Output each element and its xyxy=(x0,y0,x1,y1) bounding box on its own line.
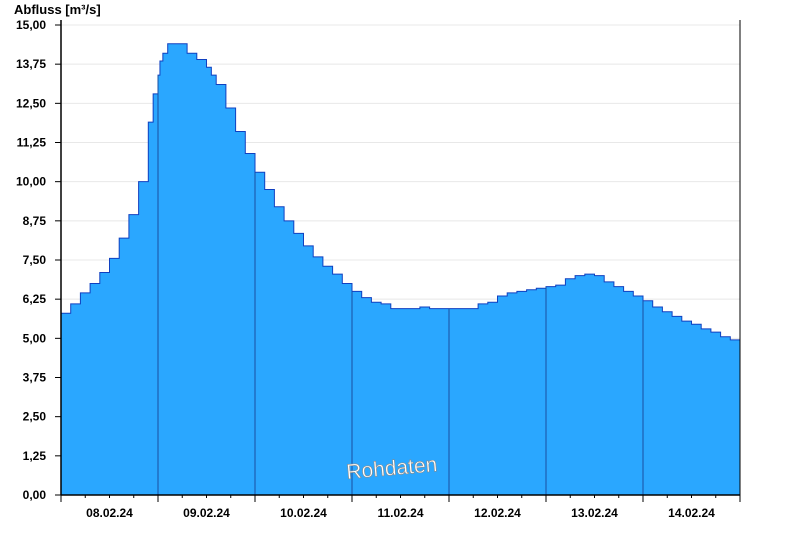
y-tick-label: 3,75 xyxy=(23,371,47,385)
x-tick-label: 11.02.24 xyxy=(377,506,423,520)
discharge-area-fill xyxy=(61,43,740,496)
y-tick-label: 1,25 xyxy=(23,449,47,463)
x-tick-label: 12.02.24 xyxy=(474,506,521,520)
discharge-line xyxy=(61,43,741,345)
day-separator-lines xyxy=(157,75,644,495)
y-tick-label: 13,75 xyxy=(16,57,46,71)
y-tick-label: 7,50 xyxy=(23,253,47,267)
x-tick-label: 10.02.24 xyxy=(280,506,327,520)
x-axis-ticks: 08.02.24 09.02.24 10.02.24 11.02.24 12.02.24… xyxy=(60,495,741,520)
y-tick-label: 5,00 xyxy=(23,331,47,345)
y-tick-label: 15,00 xyxy=(16,18,46,32)
y-tick-label: 11,25 xyxy=(17,136,47,150)
x-tick-label: 14.02.24 xyxy=(668,506,715,520)
y-tick-label: 12,50 xyxy=(16,96,46,110)
y-tick-label: 2,50 xyxy=(23,410,47,424)
y-axis-ticks: 0,00 1,25 2,50 3,75 5,00 6,25 7,50 8,75 10,00 11,… xyxy=(16,18,61,502)
y-tick-label: 10,00 xyxy=(16,175,46,189)
x-tick-label: 09.02.24 xyxy=(183,506,230,520)
y-tick-label: 8,75 xyxy=(23,214,47,228)
y-tick-label: 6,25 xyxy=(23,292,47,306)
y-tick-label: 0,00 xyxy=(23,488,47,502)
x-tick-label: 08.02.24 xyxy=(86,506,133,520)
discharge-area xyxy=(61,43,741,496)
y-axis-label: Abfluss [m³/s] xyxy=(14,2,101,17)
x-tick-label: 13.02.24 xyxy=(571,506,618,520)
